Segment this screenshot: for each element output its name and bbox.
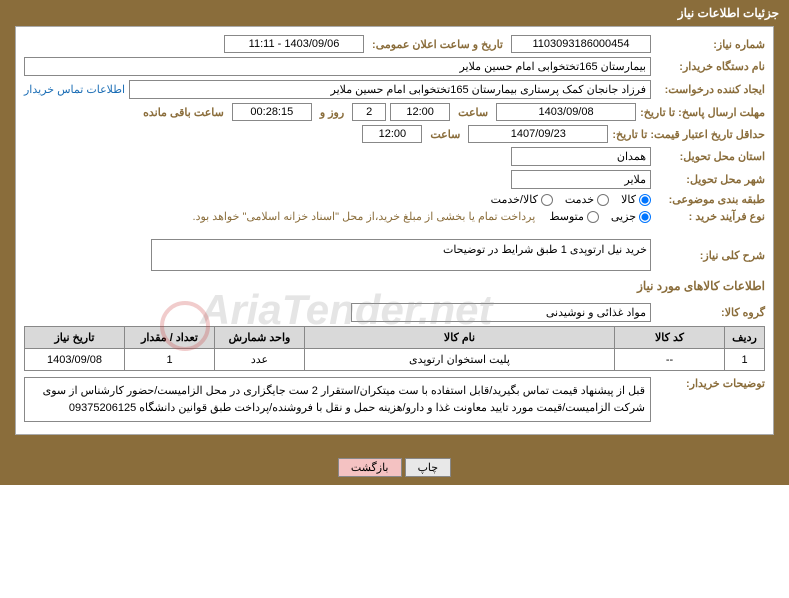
buyer-desc: قبل از پیشنهاد قیمت تماس بگیرید/قابل است… [24,377,651,422]
radio-goods-service-label: کالا/خدمت [491,193,538,206]
announce-label: تاریخ و ساعت اعلان عمومی: [368,38,507,51]
contact-link[interactable]: اطلاعات تماس خریدار [24,83,125,96]
radio-goods-label: کالا [621,193,636,206]
days-num: 2 [352,103,386,121]
radio-medium[interactable] [587,211,599,223]
goods-info-header: اطلاعات کالاهای مورد نیاز [24,275,765,297]
print-button[interactable]: چاپ [405,458,452,477]
payment-note: پرداخت تمام یا بخشی از مبلغ خرید،از محل … [193,210,546,223]
need-desc-label: شرح کلی نیاز: [655,249,765,262]
cell-row: 1 [725,349,765,371]
back-button[interactable]: بازگشت [338,458,402,477]
col-qty: تعداد / مقدار [125,327,215,349]
days-and-label: روز و [316,106,348,119]
announce-value: 1403/09/06 - 11:11 [224,35,364,53]
radio-partial[interactable] [639,211,651,223]
cell-qty: 1 [125,349,215,371]
remaining-label: ساعت باقی مانده [139,106,228,119]
col-name: نام کالا [305,327,615,349]
buy-type-label: نوع فرآیند خرید : [655,210,765,223]
cell-name: پلیت استخوان ارتوپدی [305,349,615,371]
goods-table: ردیف کد کالا نام کالا واحد شمارش تعداد /… [24,326,765,371]
category-radios: کالا خدمت کالا/خدمت [491,193,651,206]
buy-type-radios: جزیی متوسط [549,210,651,223]
cell-date: 1403/09/08 [25,349,125,371]
goods-group-label: گروه کالا: [655,306,765,319]
cell-code: -- [615,349,725,371]
buyer-device: بیمارستان 165تختخوابی امام حسین ملایر [24,57,651,76]
radio-medium-label: متوسط [549,210,584,223]
min-validity-label: حداقل تاریخ اعتبار قیمت: تا تاریخ: [612,128,765,141]
hour-label-1: ساعت [454,106,492,119]
hour-label-2: ساعت [426,128,464,141]
min-validity-date: 1407/09/23 [468,125,608,143]
radio-service[interactable] [597,194,609,206]
min-validity-hour: 12:00 [362,125,422,143]
request-creator: فرزاد جانجان کمک پرستاری بیمارستان 165تخ… [129,80,651,99]
table-row: 1 -- پلیت استخوان ارتوپدی عدد 1 1403/09/… [25,349,765,371]
radio-partial-label: جزیی [611,210,636,223]
col-row: ردیف [725,327,765,349]
col-code: کد کالا [615,327,725,349]
request-creator-label: ایجاد کننده درخواست: [655,83,765,96]
cell-unit: عدد [215,349,305,371]
col-unit: واحد شمارش [215,327,305,349]
buyer-desc-label: توضیحات خریدار: [655,377,765,390]
radio-service-label: خدمت [565,193,594,206]
buyer-device-label: نام دستگاه خریدار: [655,60,765,73]
need-number-label: شماره نیاز: [655,38,765,51]
need-desc: خرید نیل ارتوپدی 1 طبق شرایط در توضیحات [151,239,651,271]
province-label: استان محل تحویل: [655,150,765,163]
col-date: تاریخ نیاز [25,327,125,349]
need-number: 1103093186000454 [511,35,651,53]
goods-group: مواد غذائی و نوشیدنی [351,303,651,322]
deadline-send-hour: 12:00 [390,103,450,121]
remaining-time: 00:28:15 [232,103,312,121]
radio-goods-service[interactable] [541,194,553,206]
radio-goods[interactable] [639,194,651,206]
deadline-send-date: 1403/09/08 [496,103,636,121]
city-label: شهر محل تحویل: [655,173,765,186]
city: ملایر [511,170,651,189]
page-title: جزئیات اطلاعات نیاز [0,0,789,26]
category-label: طبقه بندی موضوعی: [655,193,765,206]
deadline-send-label: مهلت ارسال پاسخ: تا تاریخ: [640,106,765,119]
province: همدان [511,147,651,166]
